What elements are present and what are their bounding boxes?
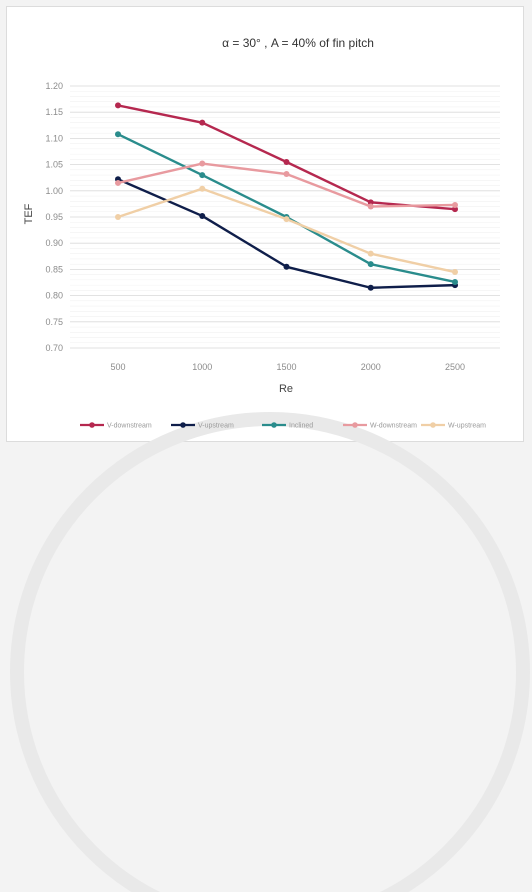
data-point (452, 269, 458, 276)
legend-label: Inclined (289, 423, 313, 430)
data-point (115, 214, 121, 220)
y-axis-ticks: 0.70 0.75 0.80 0.85 0.90 0.95 1.00 1.05 1.10 1.15… (45, 81, 63, 353)
data-point (283, 158, 290, 165)
x-tick-label: 2500 (445, 362, 465, 372)
data-point (452, 278, 458, 285)
series-line (117, 104, 456, 211)
series-v-upstream (115, 176, 458, 291)
y-tick-label: 0.70 (45, 343, 63, 353)
data-point (452, 201, 458, 208)
y-tick-label: 1.00 (45, 186, 63, 196)
data-point (367, 203, 374, 210)
y-tick-label: 0.75 (45, 317, 63, 327)
x-tick-label: 500 (110, 362, 125, 372)
x-tick-label: 1000 (192, 362, 212, 372)
legend-label: W-upstream (448, 423, 486, 430)
data-point (452, 206, 458, 213)
y-tick-label: 0.85 (45, 264, 63, 274)
x-tick-label: 1500 (276, 362, 296, 372)
legend-item: V-downstream (80, 422, 152, 430)
y-tick-label: 1.20 (45, 81, 63, 91)
series-lines (115, 102, 458, 291)
series-w-upstream (115, 185, 458, 276)
y-tick-label: 0.95 (45, 212, 63, 222)
y-tick-label: 1.15 (45, 107, 63, 117)
legend-item: W-upstream (421, 422, 486, 430)
legend-label: W-downstream (370, 423, 417, 430)
decorative-arc (10, 412, 530, 892)
data-point (199, 160, 206, 167)
x-axis-ticks: 500 1000 1500 2000 2500 (110, 362, 465, 372)
legend-swatch-marker (180, 422, 186, 428)
chart-title: α = 30° , A = 40% of fin pitch (222, 36, 374, 50)
legend-item: W-downstream (343, 422, 417, 430)
y-axis-title: TEF (23, 203, 35, 224)
x-tick-label: 2000 (361, 362, 381, 372)
series-w-downstream (115, 160, 458, 210)
legend-item: Inclined (262, 422, 313, 430)
data-point (367, 261, 374, 268)
y-tick-label: 0.80 (45, 291, 63, 301)
series-v-downstream (115, 102, 458, 213)
data-point (283, 216, 290, 223)
data-point (199, 185, 206, 192)
chart-frame (6, 6, 524, 442)
data-point (367, 284, 374, 291)
line-chart: α = 30° , A = 40% of fin pitch 0.700.750… (23, 36, 500, 430)
data-point (283, 171, 290, 178)
data-point (199, 119, 206, 126)
y-tick-label: 0.90 (45, 238, 63, 248)
legend-item: V-upstream (171, 422, 234, 430)
y-tick-label: 1.05 (45, 160, 63, 170)
data-point (115, 102, 121, 109)
data-point (199, 172, 206, 179)
legend-swatch-marker (430, 422, 436, 428)
data-point (367, 199, 374, 206)
legend-label: V-downstream (107, 423, 152, 430)
x-axis-title: Re (279, 383, 293, 395)
legend-swatch-marker (352, 422, 358, 428)
data-point (367, 250, 374, 257)
data-point (115, 179, 121, 186)
legend: V-downstream V-upstream Inclined W-downstre… (80, 422, 486, 430)
legend-swatch-marker (89, 422, 95, 428)
legend-swatch-marker (271, 422, 277, 428)
data-point (115, 131, 121, 138)
data-point (283, 263, 290, 270)
legend-label: V-upstream (198, 423, 234, 430)
data-point (199, 212, 206, 219)
y-tick-label: 1.10 (45, 133, 63, 143)
